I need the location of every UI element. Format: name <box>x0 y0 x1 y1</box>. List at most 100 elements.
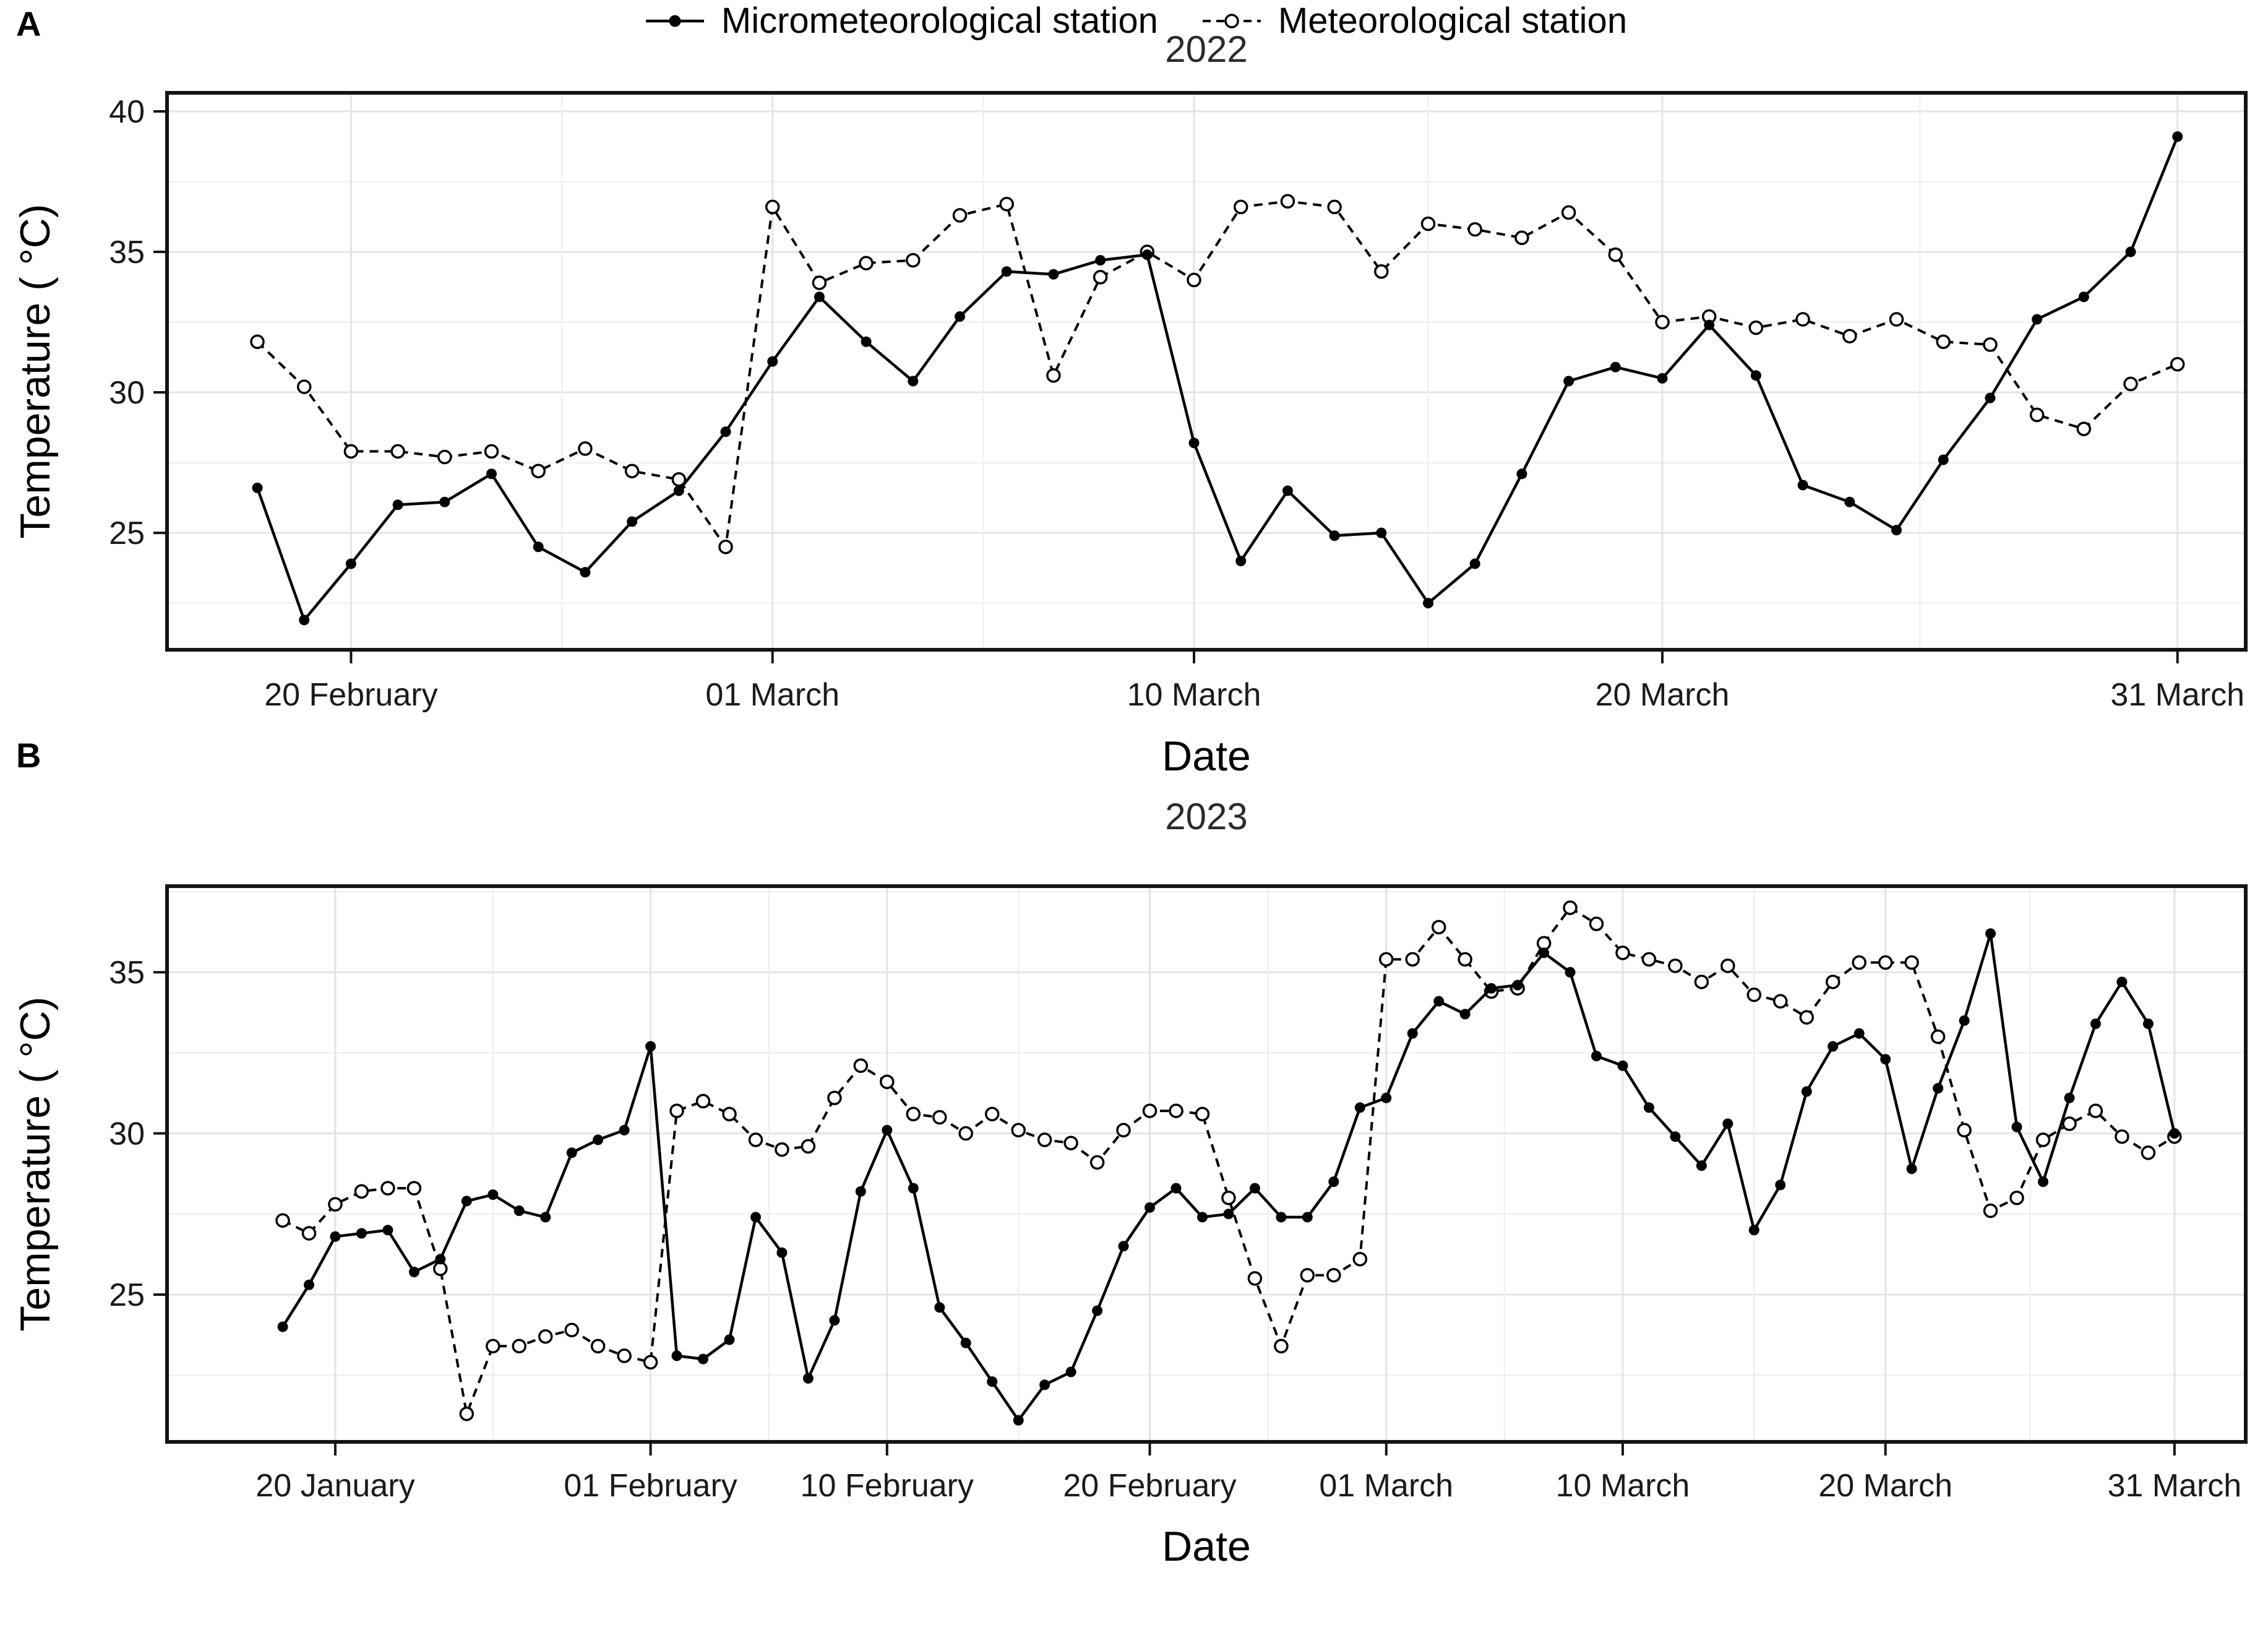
meteorological-point <box>1378 952 1394 967</box>
meteorological-point <box>1116 1123 1131 1138</box>
legend-label: Meteorological station <box>1278 1 1628 41</box>
meteorological-point <box>354 1184 369 1199</box>
micrometeorological-point <box>1933 1083 1944 1094</box>
y-tick-label: 30 <box>109 375 145 411</box>
meteorological-point <box>1300 1267 1315 1283</box>
panel-b-y-axis-label: Temperature ( °C) <box>12 996 59 1331</box>
micrometeorological-point <box>1095 255 1106 266</box>
panel-border <box>165 91 2248 652</box>
meteorological-point <box>1093 270 1108 285</box>
meteorological-point <box>459 1406 475 1421</box>
micrometeorological-point <box>645 1041 656 1052</box>
micrometeorological-point <box>435 1254 446 1265</box>
micrometeorological-point <box>802 1373 814 1384</box>
meteorological-point <box>1405 952 1420 967</box>
micrometeorological-point <box>2142 1018 2154 1029</box>
micrometeorological-point <box>540 1212 551 1223</box>
meteorological-point <box>2170 356 2185 372</box>
micrometeorological-point <box>1906 1163 1917 1175</box>
micrometeorological-point <box>304 1279 314 1290</box>
meteorological-point <box>1563 900 1578 915</box>
micrometeorological-point <box>1459 1009 1471 1020</box>
meteorological-point <box>380 1181 395 1196</box>
micrometeorological-point <box>486 468 497 480</box>
meteorological-point <box>275 1213 290 1228</box>
meteorological-point <box>1536 936 1552 951</box>
meteorological-line <box>282 906 2175 1415</box>
meteorological-point <box>1878 955 1893 970</box>
x-tick-label: 31 March <box>2107 1468 2241 1504</box>
meteorological-point <box>999 197 1014 212</box>
meteorological-point <box>643 1355 658 1370</box>
y-tick-label: 40 <box>109 94 145 130</box>
y-tick-label: 25 <box>109 515 145 551</box>
micrometeorological-point <box>1197 1212 1208 1223</box>
meteorological-point <box>2076 421 2092 436</box>
micrometeorological-point <box>2125 246 2136 257</box>
meteorological-line <box>256 200 2178 548</box>
micrometeorological-point <box>2172 131 2183 142</box>
meteorological-point <box>1608 247 1623 262</box>
meteorological-point <box>486 1339 500 1354</box>
micrometeorological-point <box>1423 598 1433 609</box>
meteorological-point <box>718 540 733 554</box>
micrometeorological-point <box>1891 525 1902 536</box>
legend: Micrometeorological station Meteorologic… <box>0 0 2268 41</box>
micrometeorological-point <box>2169 1128 2180 1139</box>
meteorological-point <box>1142 1103 1158 1118</box>
micrometeorological-point <box>1171 1183 1182 1194</box>
micrometeorological-point <box>488 1189 499 1200</box>
micrometeorological-point <box>1282 485 1293 496</box>
meteorological-point <box>1467 222 1482 237</box>
micrometeorological-point <box>408 1267 419 1277</box>
meteorological-point <box>1374 264 1389 279</box>
micrometeorological-point <box>724 1334 735 1345</box>
micrometeorological-point <box>2032 314 2043 325</box>
meteorological-point <box>2123 376 2138 392</box>
micrometeorological-point <box>750 1212 761 1223</box>
x-tick-label: 01 March <box>705 677 840 713</box>
meteorological-point <box>301 1226 317 1241</box>
meteorological-point <box>2009 1190 2024 1205</box>
micrometeorological-point <box>1486 983 1497 994</box>
micrometeorological-point <box>814 291 825 303</box>
meteorological-point <box>437 449 452 465</box>
micrometeorological-point <box>593 1134 604 1145</box>
meteorological-point <box>1748 320 1764 335</box>
micrometeorological-point <box>1880 1054 1891 1065</box>
meteorological-point <box>564 1322 579 1338</box>
micrometeorological-point <box>955 311 965 322</box>
micrometeorological-point <box>513 1205 525 1216</box>
x-tick-label: 20 January <box>256 1468 415 1504</box>
meteorological-point <box>250 334 265 350</box>
micrometeorological-point <box>345 558 356 569</box>
meteorological-point <box>1274 1339 1289 1354</box>
meteorological-point <box>952 208 968 223</box>
meteorological-point <box>1589 916 1604 931</box>
micrometeorological-point <box>673 485 684 496</box>
meteorological-point <box>1936 334 1951 350</box>
meteorological-point <box>812 275 827 290</box>
micrometeorological-point <box>1844 496 1855 507</box>
meteorological-point <box>1063 1136 1078 1150</box>
micrometeorological-point <box>767 356 778 367</box>
meteorological-point <box>1641 952 1657 967</box>
meteorological-point <box>984 1106 1000 1122</box>
micrometeorological-point <box>1001 266 1012 277</box>
meteorological-point <box>1420 216 1436 231</box>
micrometeorological-point <box>2064 1092 2075 1103</box>
legend-label: Micrometeorological station <box>721 1 1158 41</box>
x-tick-label: 01 February <box>564 1468 737 1504</box>
meteorological-point <box>932 1110 947 1125</box>
legend-item-micrometeorological: Micrometeorological station <box>641 0 1158 41</box>
panel-a-y-axis-label: Temperature ( °C) <box>12 204 59 538</box>
meteorological-point <box>328 1197 343 1212</box>
micrometeorological-point <box>356 1228 367 1239</box>
micrometeorological-point <box>987 1376 998 1387</box>
micrometeorological-point <box>392 499 403 511</box>
meteorological-point <box>906 252 921 268</box>
micrometeorological-point <box>1092 1305 1103 1316</box>
x-tick-label: 20 February <box>264 677 437 713</box>
micrometeorological-point <box>2038 1176 2048 1188</box>
solid-line-filled-dot-icon <box>645 15 704 27</box>
